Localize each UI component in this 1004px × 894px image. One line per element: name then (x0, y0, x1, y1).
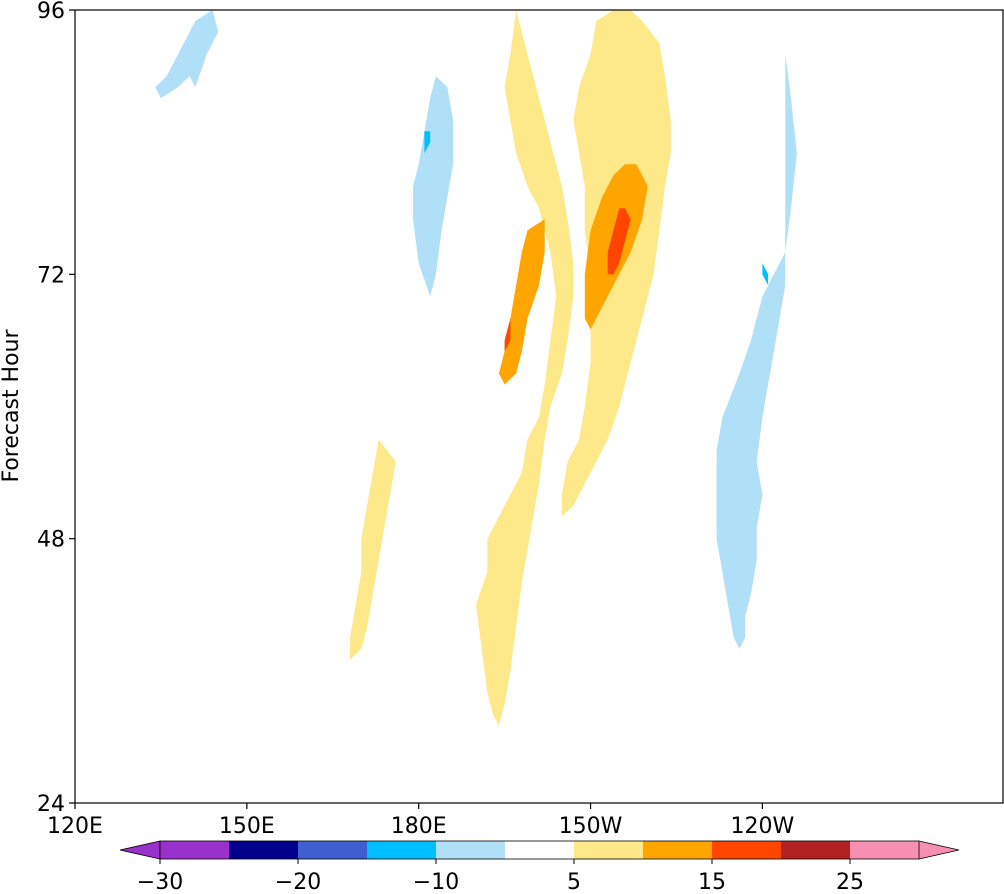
contour-region-ridge-central-peak (504, 318, 511, 352)
y-tick-label: 24 (37, 792, 65, 817)
colorbar-swatch (574, 841, 644, 859)
colorbar-swatch (712, 841, 782, 859)
colorbar-swatch (850, 841, 920, 859)
colorbar-tick-label: −30 (137, 870, 183, 894)
contour-region-trough-west-upper (155, 10, 219, 99)
colorbar-extend-max (918, 840, 960, 860)
x-tick-label: 120E (47, 814, 103, 839)
colorbar-tick-label: 5 (567, 870, 581, 894)
colorbar-tick-label: −10 (413, 870, 459, 894)
plot-area (155, 10, 797, 726)
contour-region-trough-mid (413, 76, 454, 297)
contour-region-trough-east-core (762, 263, 769, 286)
contour-region-trough-east (716, 10, 797, 649)
colorbar-swatch (643, 841, 713, 859)
plot-frame (74, 9, 1004, 804)
colorbar: −30 −20 −10 5 15 25 (119, 840, 960, 894)
colorbar-swatch (367, 841, 437, 859)
y-axis: 24 48 72 96 (37, 0, 75, 817)
colorbar-swatch (505, 841, 575, 859)
contour-region-ridge-central (476, 10, 574, 726)
x-tick-label: 150E (219, 814, 275, 839)
colorbar-tick-label: 15 (698, 870, 726, 894)
x-tick-label: 120W (731, 814, 795, 839)
colorbar-swatch (436, 841, 506, 859)
contour-region-ridge-west (350, 439, 396, 660)
x-tick-label: 180E (391, 814, 447, 839)
y-axis-title: Forecast Hour (0, 329, 24, 483)
colorbar-swatch (160, 841, 230, 859)
colorbar-swatch (229, 841, 299, 859)
contour-region-trough-mid-core (424, 131, 431, 154)
y-tick-label: 48 (37, 528, 65, 553)
y-tick-label: 96 (37, 0, 65, 24)
colorbar-tick-label: −20 (275, 870, 321, 894)
x-tick-label: 150W (559, 814, 623, 839)
colorbar-swatch (781, 841, 851, 859)
colorbar-extend-min (119, 840, 161, 860)
colorbar-outline (159, 840, 920, 860)
x-axis: 120E 150E 180E 150W 120W (47, 803, 795, 839)
contour-region-ridge-central-core (498, 219, 545, 385)
y-tick-label: 72 (37, 263, 65, 288)
contour-region-ridge-east-peak (607, 208, 631, 275)
colorbar-swatch (298, 841, 368, 859)
colorbar-tick-label: 25 (836, 870, 864, 894)
